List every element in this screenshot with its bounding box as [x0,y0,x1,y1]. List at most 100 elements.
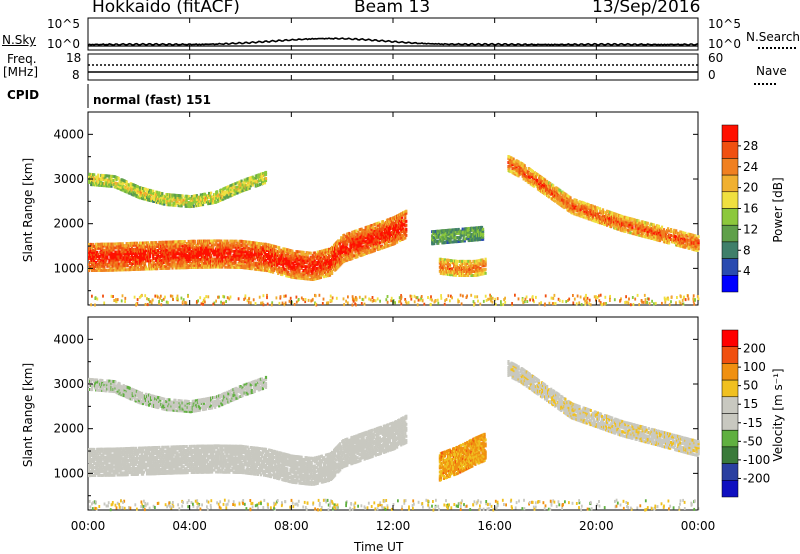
power-cell [106,254,109,258]
power-cell [331,269,334,273]
power-cell [633,228,636,232]
freq-unit-label: [MHz] [3,65,39,79]
power-cell [102,266,105,270]
power-cell [161,192,164,196]
power-cell [373,229,376,232]
power-cell [309,267,312,271]
power-cell [155,253,158,257]
power-cell [106,256,109,260]
power-cell [636,225,639,229]
power-cell [159,242,162,246]
power-cell [646,225,649,229]
power-cell [136,243,139,247]
power-cell [246,248,249,252]
power-cell [137,251,140,255]
power-cell [143,247,147,251]
power-cell [184,264,187,268]
power-cell [392,238,395,242]
power-cell [582,203,585,207]
power-cell [327,255,331,259]
power-cell [378,241,381,245]
power-cell [646,227,649,231]
power-cell [231,263,234,267]
power-cell [377,221,380,225]
power-cell [248,258,251,262]
power-cell [304,275,307,279]
power-cell [110,184,113,188]
power-cell [307,267,310,271]
power-cell [368,230,371,234]
power-cell [613,214,616,218]
power-cell [102,250,105,254]
power-cell [224,190,227,194]
power-cell [165,254,168,258]
power-cell [132,266,135,269]
power-cell [357,230,360,234]
power-cell [130,247,133,251]
power-cell [224,265,227,269]
power-cell [163,248,166,252]
power-cell [235,239,238,243]
power-cell [263,246,267,250]
power-cell [657,226,660,230]
power-cell [149,253,152,257]
power-cell [103,184,106,188]
power-cell [381,220,384,224]
power-cell [295,272,298,276]
power-cell [615,225,618,228]
power-cell [162,242,165,246]
power-cell [667,227,670,231]
power-cell [290,267,293,271]
power-cell [223,253,226,257]
power-cell [383,233,386,237]
power-cell [319,276,322,279]
power-cell [99,183,102,187]
power-cell [653,233,656,237]
power-cell [287,252,290,256]
power-cell [193,196,196,200]
power-cell [219,241,222,245]
power-cell [122,181,125,185]
power-cell [182,256,185,260]
power-cell [214,239,217,243]
power-cell [98,246,101,250]
power-cell [116,268,119,272]
power-cell [186,264,189,268]
power-cell [394,241,397,245]
power-cell [271,264,274,268]
power-cell [193,257,196,261]
power-cell [102,178,105,182]
power-cell [105,248,108,252]
power-cell [323,264,327,268]
power-cell [576,205,579,209]
power-cell [608,212,611,216]
power-cell [261,180,265,184]
power-cell [617,221,620,225]
power-cell [386,232,390,236]
power-cell [276,269,279,273]
power-cell [543,185,546,189]
power-cell [173,248,176,252]
power-cell [605,211,608,215]
power-cell [163,260,166,264]
power-cell [198,265,201,269]
power-cell [133,267,136,271]
power-cell [266,267,270,271]
power-cell [96,183,99,187]
power-cell [295,270,298,274]
power-cell [660,225,664,229]
power-cell [208,247,211,251]
power-cell [362,228,365,232]
power-cell [263,181,267,185]
power-cell [144,249,148,253]
power-cell [321,257,324,261]
power-cell [254,176,257,180]
power-cell [584,208,587,212]
power-cell [366,231,369,235]
power-cell [682,231,685,235]
power-cell [190,195,193,198]
power-cell [178,246,181,250]
power-cell [546,191,549,195]
power-cell [190,261,193,265]
power-cell [263,244,267,248]
